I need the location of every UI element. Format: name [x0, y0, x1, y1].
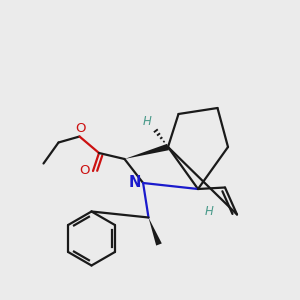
Text: O: O — [79, 164, 89, 177]
Polygon shape — [148, 218, 162, 246]
Text: H: H — [143, 115, 152, 128]
Text: O: O — [75, 122, 86, 135]
Polygon shape — [124, 144, 169, 159]
Text: H: H — [205, 205, 214, 218]
Text: N: N — [128, 175, 141, 190]
